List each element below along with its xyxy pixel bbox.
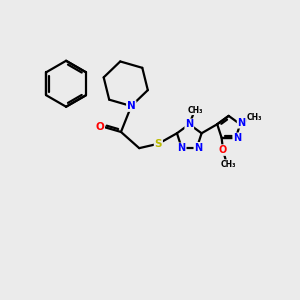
- Text: O: O: [219, 145, 227, 155]
- Text: CH₃: CH₃: [220, 160, 236, 169]
- Text: N: N: [194, 143, 202, 153]
- Text: N: N: [238, 118, 246, 128]
- Text: N: N: [178, 143, 186, 153]
- Text: CH₃: CH₃: [247, 113, 262, 122]
- Text: N: N: [233, 133, 241, 143]
- Text: S: S: [154, 139, 162, 149]
- Text: CH₃: CH₃: [188, 106, 203, 115]
- Text: N: N: [127, 101, 136, 111]
- Text: O: O: [95, 122, 104, 132]
- Text: N: N: [185, 119, 193, 129]
